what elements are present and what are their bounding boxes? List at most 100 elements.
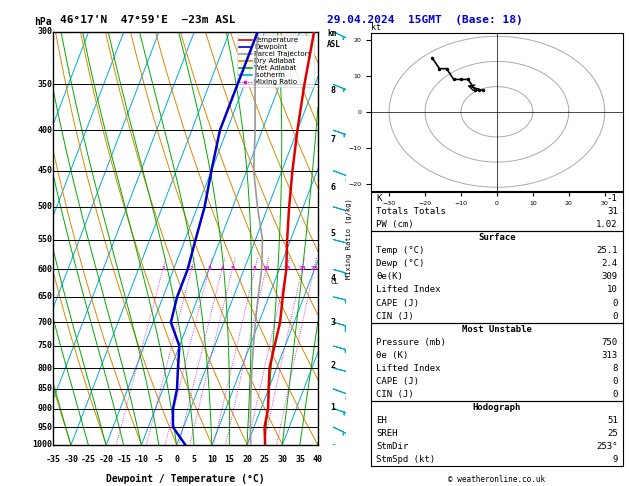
Text: 46°17'N  47°59'E  −23m ASL: 46°17'N 47°59'E −23m ASL [60,15,235,25]
Text: SREH: SREH [376,429,398,438]
Text: CL: CL [330,279,339,285]
Text: 900: 900 [37,404,52,413]
Text: Lifted Index: Lifted Index [376,364,441,373]
Text: θe(K): θe(K) [376,273,403,281]
Text: 8: 8 [330,86,335,95]
Text: 850: 850 [37,384,52,394]
Text: 8: 8 [253,266,257,271]
Text: 25: 25 [607,429,618,438]
Text: 800: 800 [37,364,52,373]
Text: -10: -10 [134,455,149,464]
Text: 700: 700 [37,318,52,327]
Text: 350: 350 [37,80,52,89]
Text: 51: 51 [607,416,618,425]
Text: 0: 0 [612,390,618,399]
Text: 30: 30 [277,455,287,464]
Text: 4: 4 [220,266,224,271]
Text: 550: 550 [37,235,52,244]
Text: -35: -35 [46,455,61,464]
Text: CIN (J): CIN (J) [376,390,414,399]
Text: © weatheronline.co.uk: © weatheronline.co.uk [448,475,545,484]
Text: Dewpoint / Temperature (°C): Dewpoint / Temperature (°C) [106,473,265,484]
Text: 0: 0 [612,377,618,386]
Text: 0: 0 [612,312,618,321]
Text: 1: 1 [330,403,335,412]
Text: -30: -30 [64,455,79,464]
Text: 31: 31 [607,207,618,216]
Text: 20: 20 [298,266,306,271]
Text: -20: -20 [99,455,114,464]
Text: 7: 7 [330,135,335,144]
Text: Surface: Surface [478,233,516,242]
Text: 15: 15 [225,455,235,464]
Text: Mixing Ratio (g/kg): Mixing Ratio (g/kg) [346,198,352,278]
Text: 1.02: 1.02 [596,220,618,229]
Text: 253°: 253° [596,442,618,451]
Text: 750: 750 [601,338,618,347]
Text: 15: 15 [283,266,291,271]
Text: 4: 4 [330,274,335,283]
Legend: Temperature, Dewpoint, Parcel Trajectory, Dry Adiabat, Wet Adiabat, Isotherm, Mi: Temperature, Dewpoint, Parcel Trajectory… [237,35,314,87]
Text: PW (cm): PW (cm) [376,220,414,229]
Text: 25: 25 [310,266,318,271]
Text: Pressure (mb): Pressure (mb) [376,338,446,347]
Text: -5: -5 [154,455,164,464]
Text: -1: -1 [607,194,618,203]
Text: 0: 0 [174,455,179,464]
Text: 20: 20 [242,455,252,464]
Text: 1000: 1000 [32,440,52,449]
Bar [371,401,623,467]
Text: 450: 450 [37,166,52,175]
Text: Most Unstable: Most Unstable [462,325,532,334]
Text: Totals Totals: Totals Totals [376,207,446,216]
Text: Hodograph: Hodograph [473,403,521,412]
Text: CAPE (J): CAPE (J) [376,298,419,308]
Text: EH: EH [376,416,387,425]
Text: 5: 5 [231,266,234,271]
Text: 3: 3 [207,266,211,271]
Text: -25: -25 [81,455,96,464]
Text: 300: 300 [37,27,52,36]
Text: θe (K): θe (K) [376,351,408,360]
Text: 500: 500 [37,202,52,211]
Text: 5: 5 [192,455,197,464]
Text: kt: kt [371,23,381,32]
Text: km
ASL: km ASL [327,29,341,49]
Text: 10: 10 [262,266,270,271]
Text: 29.04.2024  15GMT  (Base: 18): 29.04.2024 15GMT (Base: 18) [327,15,523,25]
Text: 3: 3 [330,318,335,327]
Text: StmDir: StmDir [376,442,408,451]
Text: 6: 6 [330,183,335,191]
Bar [371,192,623,231]
Text: 5: 5 [330,229,335,239]
Text: 2: 2 [330,362,335,370]
Text: CIN (J): CIN (J) [376,312,414,321]
Text: 309: 309 [601,273,618,281]
Text: 9: 9 [612,455,618,464]
Text: 35: 35 [295,455,305,464]
Text: 2.4: 2.4 [601,260,618,268]
Text: 10: 10 [207,455,217,464]
Text: 313: 313 [601,351,618,360]
Text: -15: -15 [116,455,131,464]
Text: CAPE (J): CAPE (J) [376,377,419,386]
Text: hPa: hPa [35,17,52,27]
Text: K: K [376,194,382,203]
Text: Dewp (°C): Dewp (°C) [376,260,425,268]
Text: 650: 650 [37,293,52,301]
Text: 25: 25 [260,455,270,464]
Text: 750: 750 [37,342,52,350]
Bar [371,323,623,401]
Text: 40: 40 [313,455,323,464]
Bar [371,231,623,323]
Text: 0: 0 [612,298,618,308]
Text: 950: 950 [37,423,52,432]
Text: 2: 2 [189,266,193,271]
Text: 8: 8 [612,364,618,373]
Text: 25.1: 25.1 [596,246,618,255]
Text: 400: 400 [37,126,52,135]
Text: Temp (°C): Temp (°C) [376,246,425,255]
Text: StmSpd (kt): StmSpd (kt) [376,455,435,464]
Text: 1: 1 [161,266,165,271]
Text: Lifted Index: Lifted Index [376,285,441,295]
